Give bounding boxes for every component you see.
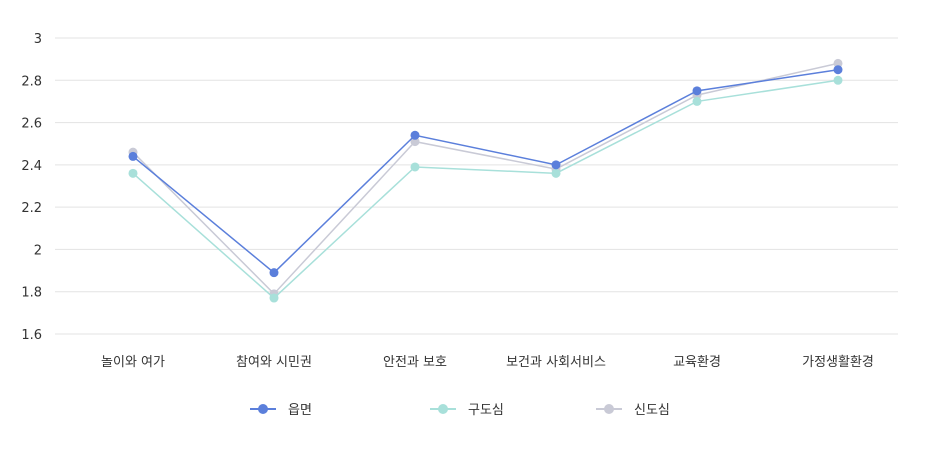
legend-item[interactable]: 신도심 [596, 403, 670, 418]
y-tick-label: 1.6 [21, 328, 42, 343]
data-point [833, 75, 843, 85]
series-line [132, 79, 839, 300]
data-point [692, 86, 702, 96]
legend-marker [604, 404, 614, 414]
series-2 [128, 75, 843, 303]
data-point [410, 130, 420, 140]
x-tick-label: 참여와 시민권 [236, 355, 312, 370]
legend: 읍면 구도심 신도심 [250, 403, 670, 418]
data-point [692, 96, 702, 106]
legend-marker [438, 404, 448, 414]
y-tick-label: 3 [34, 32, 42, 47]
data-point [551, 168, 561, 178]
x-tick-label: 놀이와 여가 [101, 355, 165, 370]
series-line [132, 62, 839, 295]
series-group [128, 58, 843, 303]
legend-label: 구도심 [468, 403, 504, 418]
data-point [410, 162, 420, 172]
y-tick-label: 2.8 [21, 74, 42, 89]
legend-item[interactable]: 구도심 [430, 403, 504, 418]
y-tick-label: 2 [34, 243, 42, 258]
y-tick-label: 1.8 [21, 286, 42, 301]
x-tick-label: 교육환경 [673, 355, 721, 370]
data-point [128, 151, 138, 161]
series-line [132, 68, 839, 274]
legend-item[interactable]: 읍면 [250, 403, 312, 418]
legend-label: 읍면 [288, 403, 312, 418]
y-axis: 1.6 1.8 2 2.2 2.4 2.6 2.8 3 [21, 32, 42, 343]
y-tick-label: 2.6 [21, 117, 42, 132]
data-point [269, 293, 279, 303]
data-point [551, 160, 561, 170]
data-point [410, 137, 420, 147]
legend-marker [258, 404, 268, 414]
x-tick-label: 보건과 사회서비스 [506, 355, 606, 370]
data-point [128, 168, 138, 178]
grid-lines [55, 37, 898, 335]
data-point [269, 268, 279, 278]
legend-label: 신도심 [634, 403, 670, 418]
x-tick-label: 안전과 보호 [383, 355, 447, 370]
series-1 [128, 65, 843, 278]
x-axis: 놀이와 여가 참여와 시민권 안전과 보호 보건과 사회서비스 교육환경 가정생활환경 [101, 355, 874, 370]
data-point [833, 65, 843, 75]
x-tick-label: 가정생활환경 [802, 355, 874, 370]
data-point [833, 58, 843, 68]
y-tick-label: 2.2 [21, 201, 42, 216]
series-3 [128, 58, 843, 299]
y-tick-label: 2.4 [21, 159, 42, 174]
